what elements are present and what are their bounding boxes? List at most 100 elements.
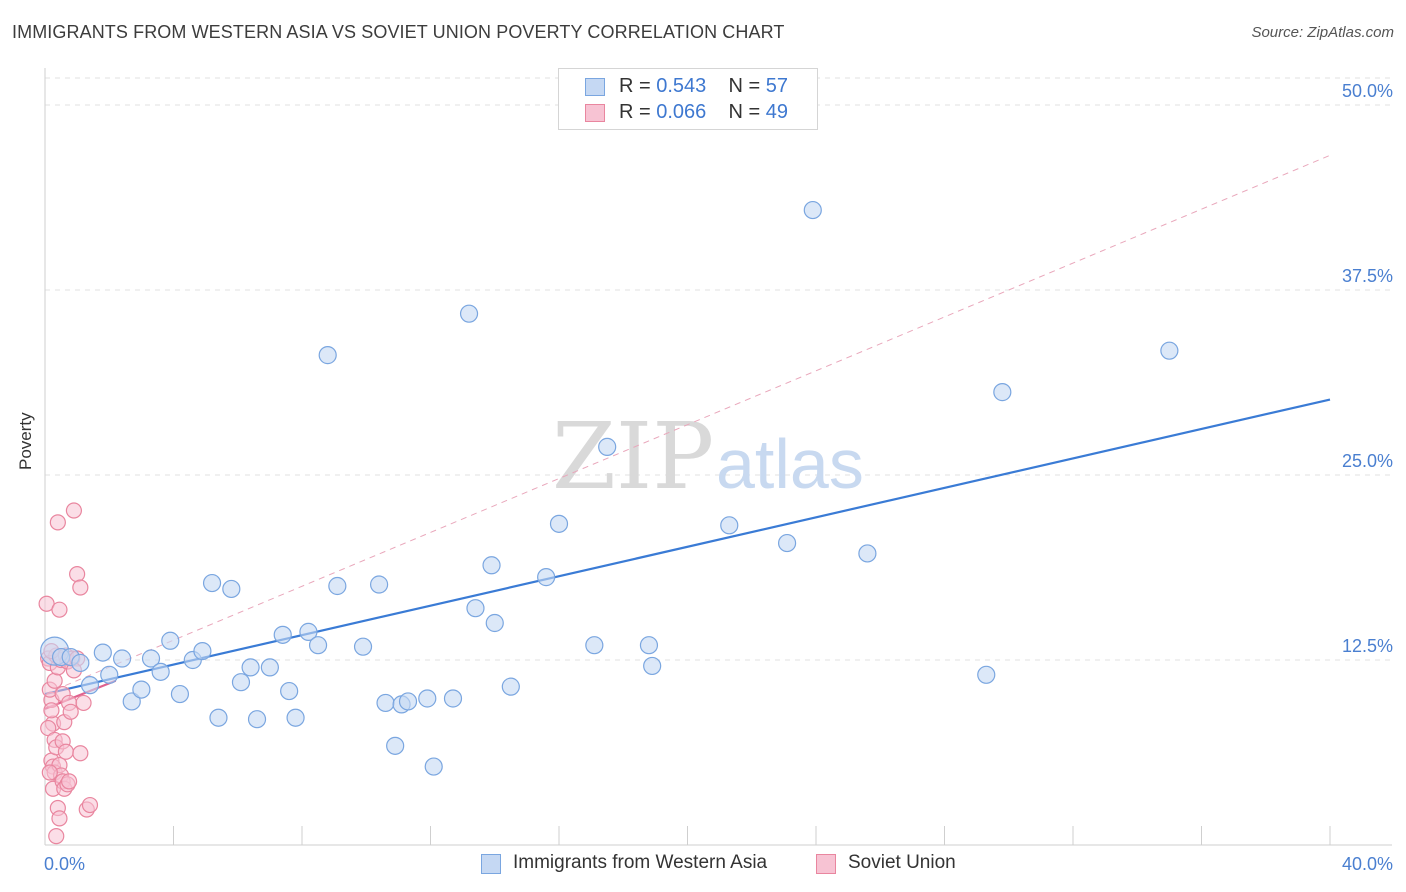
reference-line xyxy=(44,154,1331,695)
r-label: R = xyxy=(619,75,657,97)
trend-line-western-asia xyxy=(44,398,1331,696)
point-western-asia xyxy=(308,636,328,655)
point-western-asia xyxy=(858,544,877,563)
point-soviet-union xyxy=(51,601,68,618)
source-label: Source: ZipAtlas.com xyxy=(1251,24,1394,41)
point-western-asia xyxy=(376,693,395,713)
point-western-asia xyxy=(482,556,501,575)
point-western-asia xyxy=(161,631,180,650)
point-western-asia xyxy=(459,304,479,323)
watermark-zip: ZIP xyxy=(552,403,714,510)
point-soviet-union xyxy=(65,502,83,519)
r-label: R = xyxy=(619,101,657,123)
point-western-asia xyxy=(247,710,267,729)
point-western-asia xyxy=(328,576,347,596)
point-western-asia xyxy=(112,649,132,668)
point-western-asia xyxy=(424,757,443,776)
point-western-asia xyxy=(370,575,389,594)
x-tick-label: 0.0% xyxy=(44,854,85,874)
point-western-asia xyxy=(80,676,100,695)
point-western-asia xyxy=(231,673,251,692)
point-western-asia xyxy=(398,692,418,711)
point-western-asia xyxy=(193,642,212,661)
chart-title: IMMIGRANTS FROM WESTERN ASIA VS SOVIET U… xyxy=(12,22,785,42)
watermark-atlas: atlas xyxy=(716,425,864,503)
tick-labels: 12.5% 25.0% 37.5% 50.0% 0.0% 40.0% xyxy=(44,81,1393,874)
point-western-asia xyxy=(418,689,437,708)
y-tick-label: 37.5% xyxy=(1342,266,1393,286)
point-western-asia xyxy=(466,599,485,618)
legend-swatch-soviet-union xyxy=(816,854,836,874)
point-soviet-union xyxy=(60,773,78,790)
point-western-asia xyxy=(260,658,279,677)
stats-legend: R = 0.543 N = 57 R = 0.066 N = 49 xyxy=(558,68,818,130)
y-tick-label: 25.0% xyxy=(1342,451,1393,471)
point-western-asia xyxy=(132,680,151,699)
point-western-asia xyxy=(977,665,996,684)
point-western-asia xyxy=(241,658,260,677)
point-western-asia xyxy=(100,665,119,684)
point-western-asia xyxy=(318,346,337,365)
point-western-asia xyxy=(993,383,1012,402)
point-soviet-union xyxy=(62,703,79,720)
point-soviet-union xyxy=(57,743,74,760)
point-western-asia xyxy=(485,613,504,633)
point-soviet-union xyxy=(69,566,86,583)
point-western-asia xyxy=(122,692,141,711)
point-western-asia xyxy=(202,573,222,593)
point-western-asia xyxy=(598,437,617,456)
point-western-asia xyxy=(151,662,170,681)
point-western-asia xyxy=(549,514,569,533)
point-soviet-union xyxy=(48,828,65,845)
n-value-western-asia: 57 xyxy=(765,75,789,97)
point-western-asia xyxy=(537,568,556,587)
swatch-western-asia xyxy=(585,78,605,96)
point-western-asia xyxy=(501,677,520,696)
r-value-western-asia: 0.543 xyxy=(656,75,707,97)
point-soviet-union xyxy=(49,514,66,531)
point-soviet-union xyxy=(75,694,92,712)
point-western-asia xyxy=(273,625,292,644)
point-western-asia xyxy=(209,708,228,727)
grid-lines xyxy=(45,77,1392,661)
point-western-asia xyxy=(222,579,241,599)
point-soviet-union xyxy=(41,764,58,781)
legend-label-western-asia: Immigrants from Western Asia xyxy=(513,852,768,873)
point-western-asia xyxy=(280,681,299,701)
n-value-soviet-union: 49 xyxy=(765,101,789,123)
point-soviet-union xyxy=(46,672,63,689)
legend-label-soviet-union: Soviet Union xyxy=(848,852,956,873)
point-western-asia xyxy=(93,643,112,662)
point-western-asia xyxy=(299,622,318,641)
western-asia-points xyxy=(40,200,1179,776)
point-soviet-union xyxy=(43,702,60,719)
legend-swatch-western-asia xyxy=(481,854,501,874)
point-western-asia xyxy=(443,689,463,708)
point-soviet-union xyxy=(51,810,68,827)
y-tick-label: 50.0% xyxy=(1342,81,1393,101)
point-western-asia xyxy=(585,636,604,655)
soviet-union-points xyxy=(38,502,99,845)
x-tick-label: 40.0% xyxy=(1342,854,1393,874)
n-label: N = xyxy=(728,75,766,97)
point-soviet-union xyxy=(72,745,89,762)
point-western-asia xyxy=(170,684,190,704)
y-tick-label: 12.5% xyxy=(1342,636,1393,656)
axes xyxy=(44,68,1392,846)
point-soviet-union xyxy=(81,796,99,814)
point-western-asia xyxy=(639,636,659,655)
n-label: N = xyxy=(728,101,766,123)
point-western-asia xyxy=(353,637,373,656)
r-value-soviet-union: 0.066 xyxy=(656,101,707,123)
point-western-asia xyxy=(141,649,161,668)
point-western-asia xyxy=(720,516,739,535)
point-soviet-union xyxy=(72,579,89,596)
point-western-asia xyxy=(386,736,405,755)
watermark: ZIP atlas xyxy=(552,403,864,510)
point-western-asia xyxy=(71,653,90,673)
point-western-asia xyxy=(643,656,662,676)
point-western-asia xyxy=(803,200,822,220)
swatch-soviet-union xyxy=(585,104,605,122)
point-western-asia xyxy=(286,708,305,727)
